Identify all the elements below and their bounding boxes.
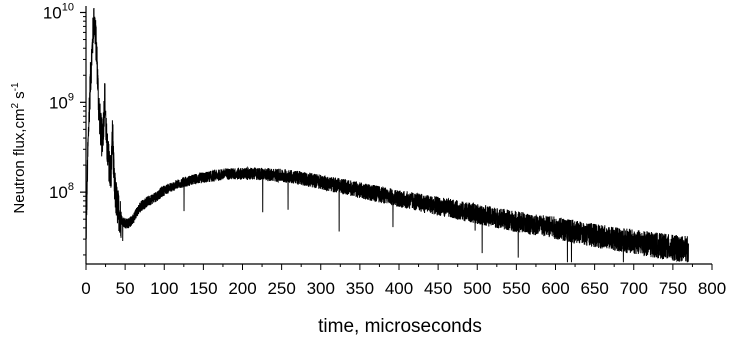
y-axis-title-exp1: 2 (10, 103, 21, 109)
x-tick-label: 200 (228, 279, 256, 298)
y-tick-label: 109 (49, 91, 74, 112)
x-tick-label: 600 (541, 279, 569, 298)
x-axis-title: time, microseconds (318, 316, 482, 337)
x-tick-label: 800 (698, 279, 726, 298)
x-tick-label: 50 (116, 279, 135, 298)
x-tick-label: 350 (346, 279, 374, 298)
y-axis-title: Neutron flux,cm2 s-1 (10, 82, 28, 214)
y-axis-title-exp2: -1 (10, 82, 21, 91)
y-tick-base: 10 (43, 3, 62, 22)
axes: 0 50 100 150 200 250 300 350 400 450 500 550 600 650 7… (43, 1, 726, 298)
x-tick-label: 650 (580, 279, 608, 298)
y-axis-title-mid: s (11, 91, 28, 103)
x-tick-label: 500 (463, 279, 491, 298)
x-tick-label: 550 (502, 279, 530, 298)
x-tick-label: 700 (620, 279, 648, 298)
x-tick-label: 0 (81, 279, 90, 298)
x-tick-label: 150 (189, 279, 217, 298)
y-tick-base: 10 (49, 183, 68, 202)
plot-area (85, 7, 689, 263)
x-tick-label: 400 (385, 279, 413, 298)
y-tick-base: 10 (49, 93, 68, 112)
series-line-neutron-flux (85, 7, 689, 263)
x-tick-label: 300 (307, 279, 335, 298)
x-tick-label: 250 (267, 279, 295, 298)
y-tick-label: 108 (49, 181, 74, 202)
y-axis-title-main: Neutron flux,cm (11, 109, 28, 214)
x-tick-label: 100 (150, 279, 178, 298)
x-tick-label: 750 (659, 279, 687, 298)
y-tick-label: 1010 (43, 1, 74, 22)
y-tick-exponent: 10 (62, 1, 74, 13)
y-tick-exponent: 8 (68, 181, 74, 193)
x-tick-label: 450 (424, 279, 452, 298)
y-tick-exponent: 9 (68, 91, 74, 103)
